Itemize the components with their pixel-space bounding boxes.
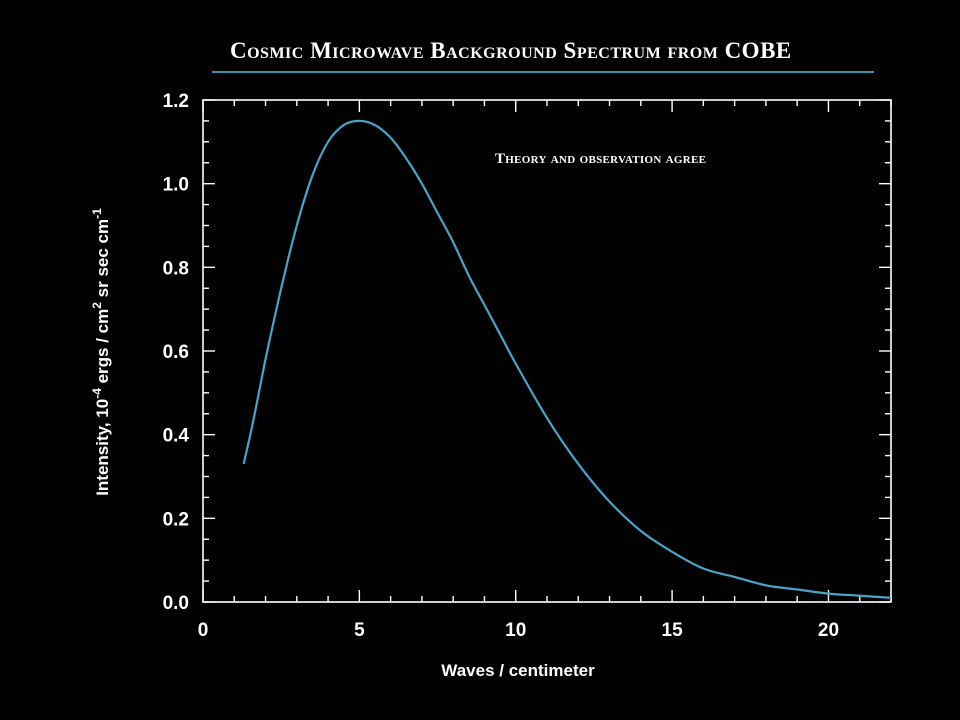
- y-label-middle: ergs / cm: [93, 309, 112, 388]
- y-label-sup2: 2: [90, 302, 104, 309]
- annotation-text: Theory and observation agree: [495, 151, 706, 167]
- y-label-sup1: -4: [90, 388, 104, 399]
- title-underline: [212, 71, 874, 73]
- x-axis-label: Waves / centimeter: [441, 661, 595, 680]
- axis-ticks: [202, 99, 892, 603]
- y-label-suffix: sr sec cm: [93, 219, 112, 302]
- y-tick-label: 0.8: [163, 258, 189, 279]
- y-axis-label: Intensity, 10-4 ergs / cm2 sr sec cm-1: [90, 208, 112, 496]
- plot-frame: [202, 99, 892, 603]
- y-tick-label: 0.6: [163, 342, 189, 363]
- x-tick-label: 0: [198, 620, 209, 641]
- x-tick-label: 15: [662, 620, 684, 641]
- y-tick-label: 1.2: [163, 91, 189, 112]
- x-tick-label: 10: [505, 620, 526, 641]
- slide-background: [80, 14, 922, 704]
- x-tick-label: 5: [354, 620, 365, 641]
- tick-labels: 0 5 10 15 20 0.0 0.2 0.4 0.6 0.8 1.0 1.2: [163, 91, 839, 641]
- y-tick-label: 0.4: [163, 426, 190, 447]
- spectrum-curve: [242, 119, 892, 599]
- y-tick-label: 0.2: [163, 509, 189, 530]
- y-tick-label: 1.0: [163, 175, 189, 196]
- y-label-sup3: -1: [90, 208, 104, 219]
- y-label-prefix: Intensity, 10: [93, 399, 112, 496]
- chart-title: Cosmic Microwave Background Spectrum fro…: [230, 38, 792, 63]
- y-tick-label: 0.0: [163, 593, 189, 614]
- x-tick-label: 20: [818, 620, 839, 641]
